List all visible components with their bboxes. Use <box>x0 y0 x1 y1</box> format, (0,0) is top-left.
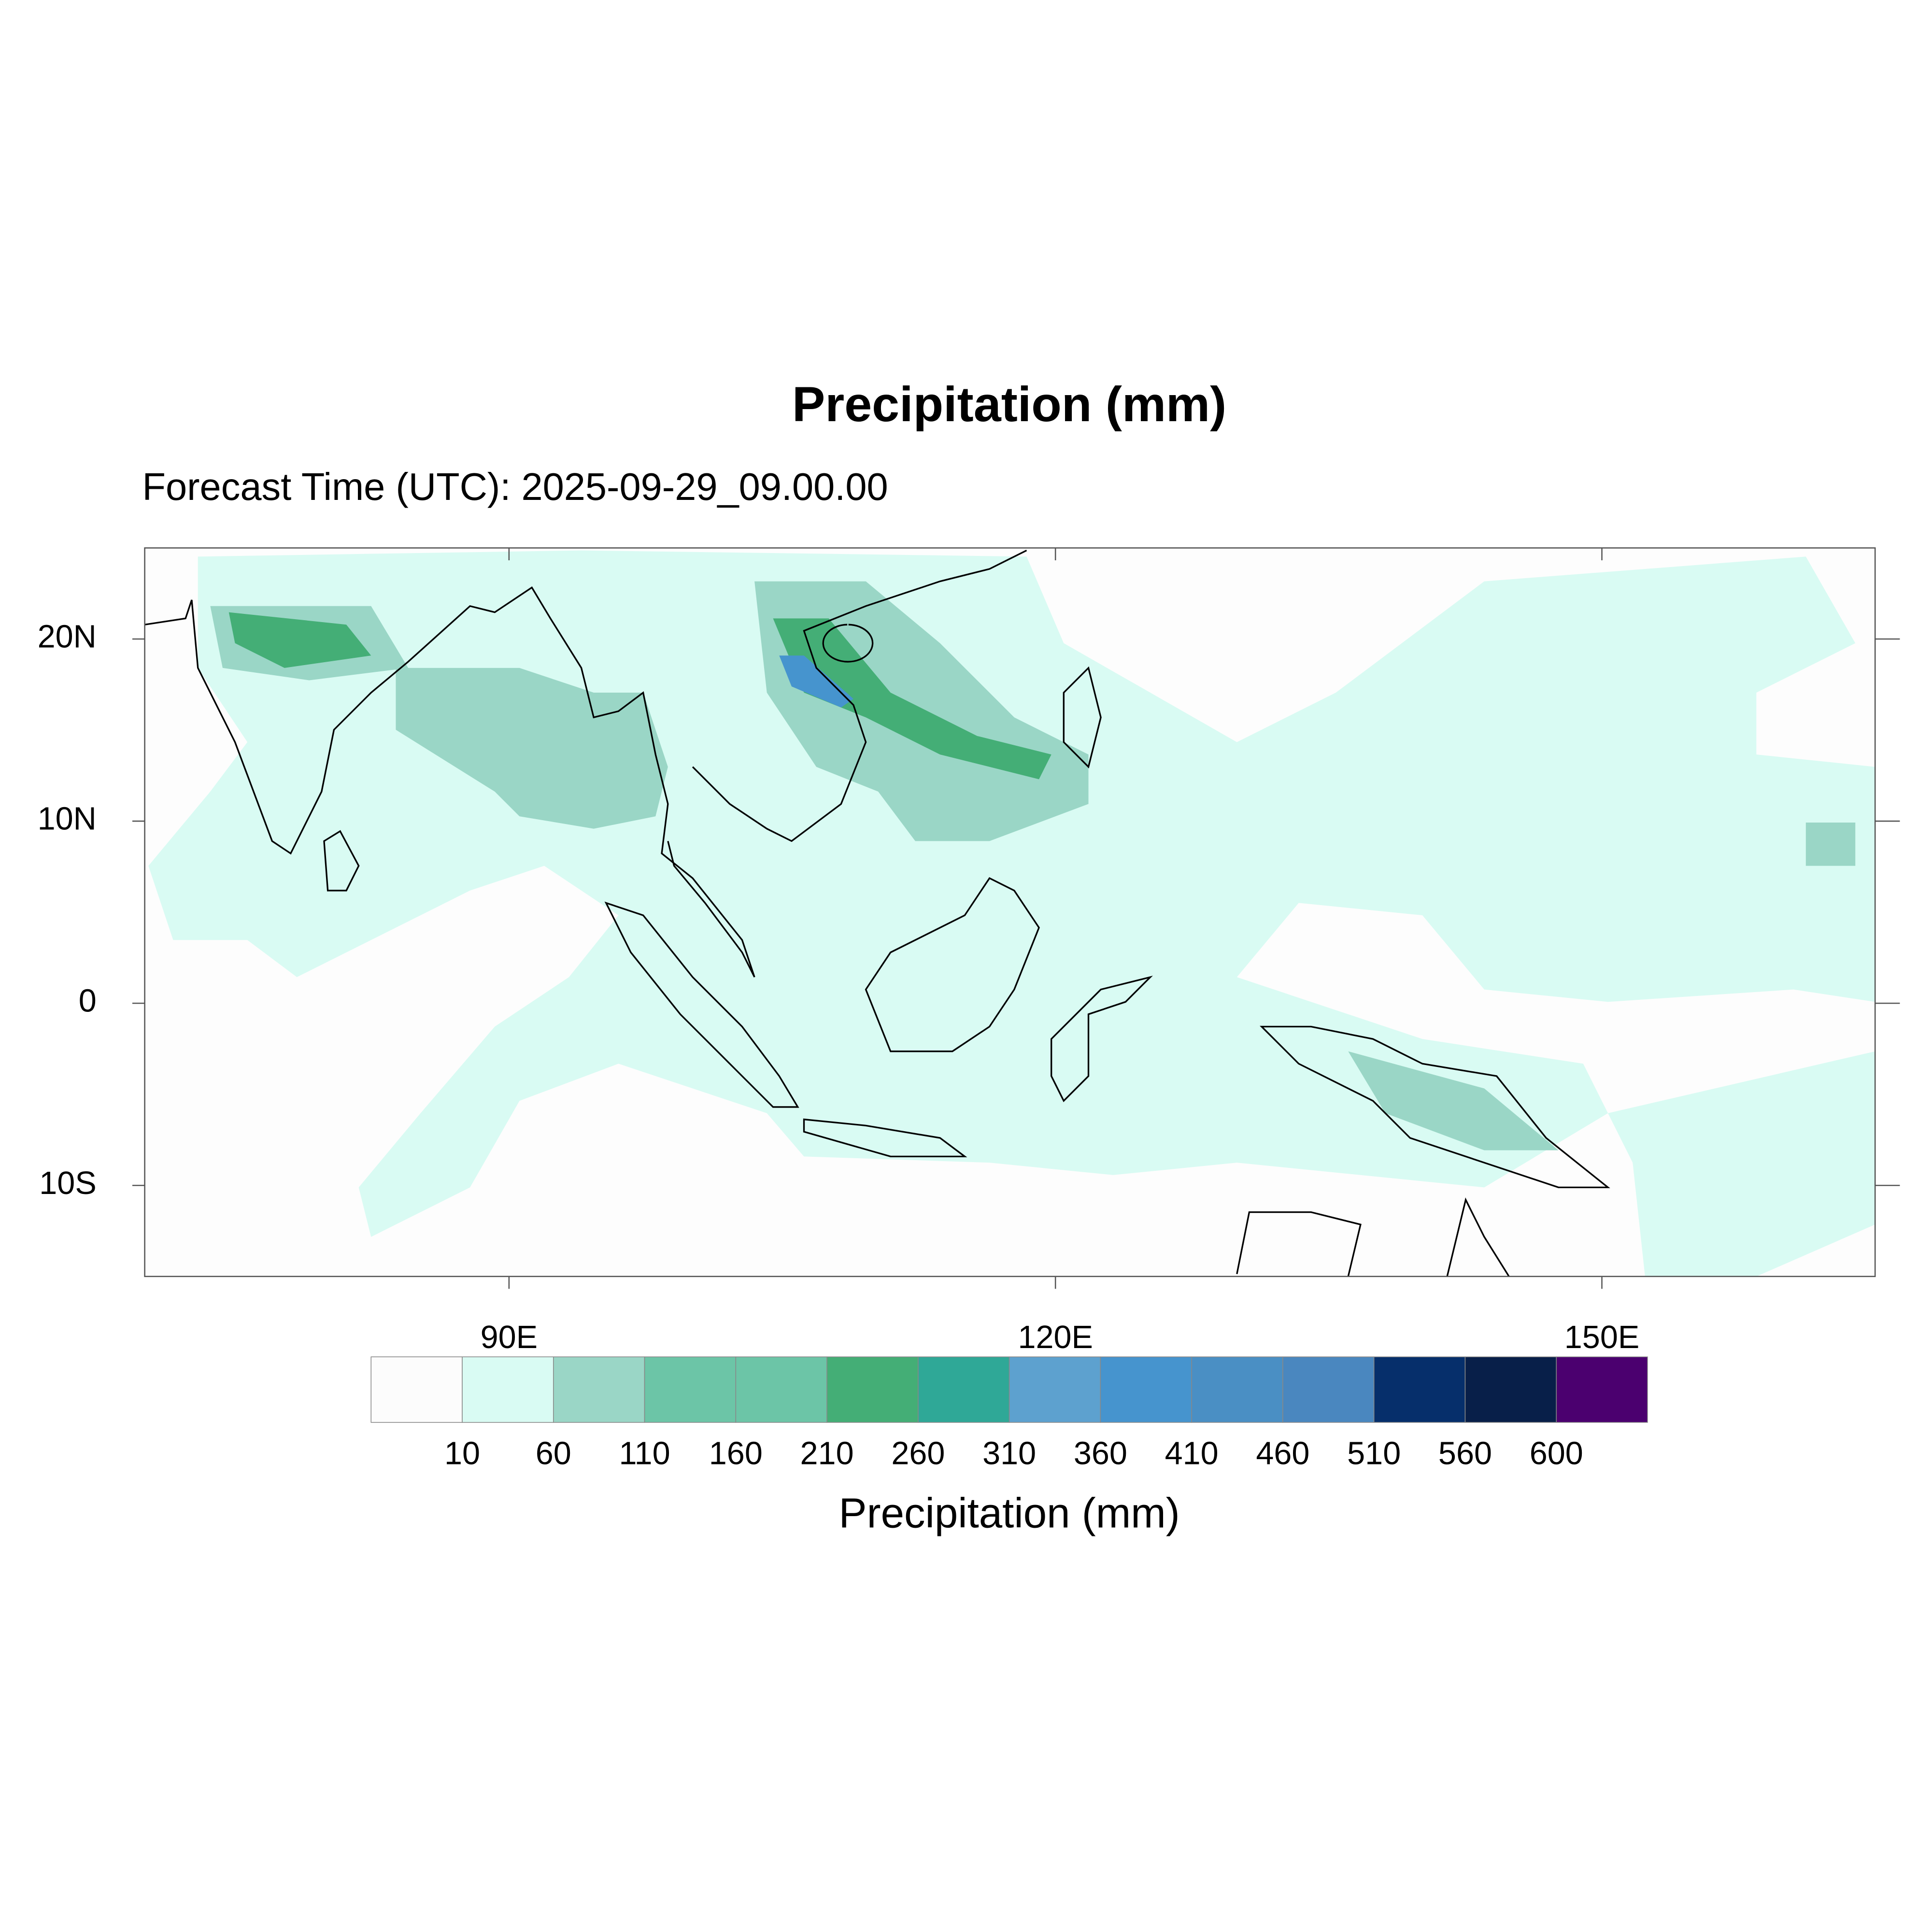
chart-title: Precipitation (mm) <box>792 376 1226 432</box>
y-tick-label: 10N <box>38 801 97 837</box>
colorbar-tick-label: 560 <box>1438 1436 1492 1472</box>
x-tick-label: 120E <box>1018 1320 1093 1355</box>
y-tick-label: 0 <box>79 983 97 1019</box>
colorbar-box <box>462 1356 554 1423</box>
y-tick-label: 10S <box>39 1165 96 1201</box>
colorbar-box <box>735 1356 827 1423</box>
x-tick-label: 90E <box>481 1320 538 1355</box>
colorbar-box <box>1282 1356 1375 1423</box>
colorbar-tick-label: 410 <box>1165 1436 1219 1472</box>
colorbar-label: Precipitation (mm) <box>839 1490 1180 1537</box>
colorbar-box <box>1373 1356 1466 1423</box>
colorbar-box <box>370 1356 463 1423</box>
coastlines <box>144 550 1610 1277</box>
colorbar-tick-label: 510 <box>1347 1436 1401 1472</box>
axes: 90E 120E 150E 10S 0 10N 20N <box>38 548 1900 1355</box>
colorbar-tick-label: 600 <box>1530 1436 1583 1472</box>
map <box>144 547 1876 1278</box>
colorbar-box <box>1556 1356 1648 1423</box>
map-frame <box>144 547 1876 1278</box>
y-tick-label: 20N <box>38 619 97 655</box>
colorbar-tick-label: 360 <box>1074 1436 1127 1472</box>
colorbar-tick-label: 210 <box>800 1436 854 1472</box>
colorbar-tick-label: 260 <box>891 1436 945 1472</box>
colorbar-box <box>826 1356 919 1423</box>
colorbar-tick-label: 310 <box>982 1436 1036 1472</box>
precip-heavy <box>228 612 1051 780</box>
colorbar-box <box>1464 1356 1557 1423</box>
colorbar: 10 60 110 160 210 260 310 360 410 460 510 560 600 <box>370 1356 1648 1472</box>
colorbar-tick-label: 10 <box>444 1436 480 1472</box>
colorbar-box <box>553 1356 645 1423</box>
colorbar-box <box>644 1356 737 1423</box>
x-tick-label: 150E <box>1564 1320 1640 1355</box>
colorbar-tick-label: 160 <box>709 1436 763 1472</box>
colorbar-box <box>918 1356 1010 1423</box>
colorbar-box <box>1009 1356 1101 1423</box>
colorbar-tick-label: 460 <box>1256 1436 1309 1472</box>
colorbar-tick-label: 110 <box>619 1436 670 1472</box>
colorbar-box <box>1100 1356 1192 1423</box>
precip-very-heavy <box>779 655 853 708</box>
colorbar-box <box>1191 1356 1283 1423</box>
colorbar-tick-label: 60 <box>536 1436 571 1472</box>
chart-subtitle: Forecast Time (UTC): 2025-09-29_09.00.00 <box>142 465 888 508</box>
